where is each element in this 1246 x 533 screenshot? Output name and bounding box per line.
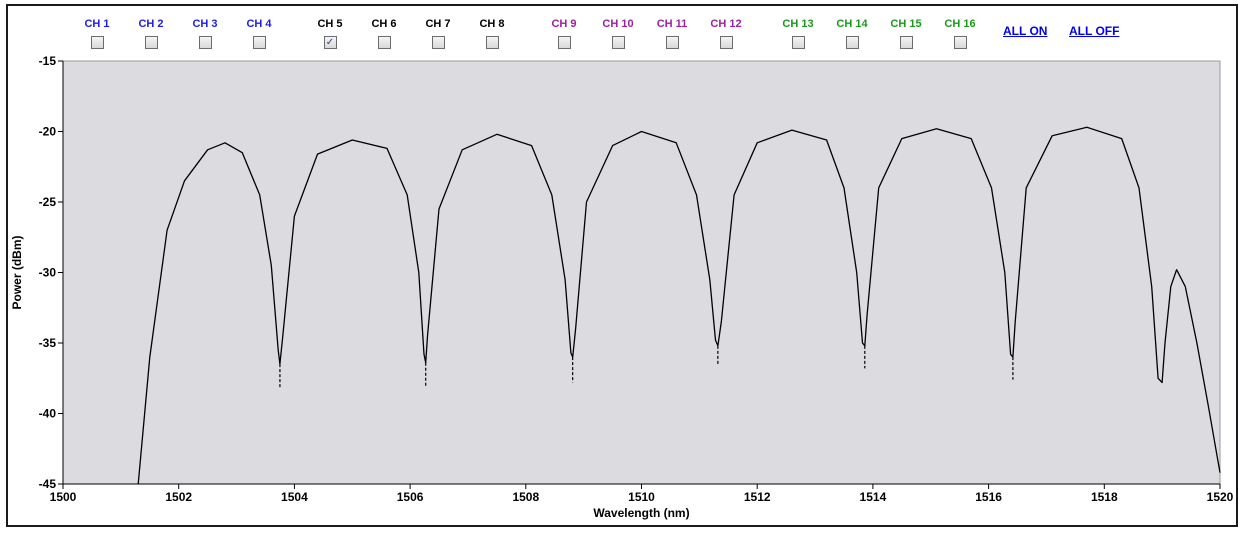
channel-16-toggle[interactable]: CH 16 — [938, 18, 982, 49]
y-tick-label: -30 — [39, 266, 57, 280]
channel-10-checkbox[interactable] — [611, 36, 625, 49]
channel-4-label: CH 4 — [246, 18, 272, 30]
channel-1-checkbox[interactable] — [90, 36, 104, 49]
channel-15-label: CH 15 — [890, 18, 922, 30]
y-tick-label: -15 — [39, 54, 57, 68]
channel-11-toggle[interactable]: CH 11 — [650, 18, 694, 49]
channel-2-checkbox[interactable] — [144, 36, 158, 49]
channel-5-checkbox[interactable]: ✓ — [323, 36, 337, 49]
channel-9-label: CH 9 — [551, 18, 577, 30]
y-tick-label: -35 — [39, 336, 57, 350]
spectrum-chart: 1500 1502 1504 1506 1508 1510 1512 1514 1516 1518… — [10, 54, 1234, 520]
x-tick-label: 1504 — [281, 490, 308, 504]
x-tick-label: 1520 — [1207, 490, 1234, 504]
channel-3-label: CH 3 — [192, 18, 218, 30]
channel-12-label: CH 12 — [710, 18, 742, 30]
channel-2-label: CH 2 — [138, 18, 164, 30]
all-off-link[interactable]: ALL OFF — [1069, 24, 1120, 38]
channel-4-checkbox[interactable] — [252, 36, 266, 49]
channel-1-toggle[interactable]: CH 1 — [75, 18, 119, 49]
channel-8-label: CH 8 — [479, 18, 505, 30]
channel-2-toggle[interactable]: CH 2 — [129, 18, 173, 49]
channel-7-toggle[interactable]: CH 7 — [416, 18, 460, 49]
channel-9-toggle[interactable]: CH 9 — [542, 18, 586, 49]
channel-15-toggle[interactable]: CH 15 — [884, 18, 928, 49]
y-tick-label: -45 — [39, 477, 57, 491]
x-tick-label: 1506 — [397, 490, 424, 504]
channel-10-label: CH 10 — [602, 18, 634, 30]
channel-8-checkbox[interactable] — [485, 36, 499, 49]
y-axis-title: Power (dBm) — [10, 235, 24, 309]
channel-selector-bar: CH 1 CH 2 CH 3 CH 4 CH 5 ✓ CH 6 CH 7 CH 8 CH 9 CH … — [8, 6, 1236, 56]
spectrum-panel: CH 1 CH 2 CH 3 CH 4 CH 5 ✓ CH 6 CH 7 CH 8 CH 9 CH … — [6, 4, 1238, 527]
channel-8-toggle[interactable]: CH 8 — [470, 18, 514, 49]
channel-16-checkbox[interactable] — [953, 36, 967, 49]
channel-15-checkbox[interactable] — [899, 36, 913, 49]
y-tick-label: -25 — [39, 195, 57, 209]
plot-area — [62, 60, 1221, 485]
spectrum-trace — [137, 126, 1221, 485]
channel-13-label: CH 13 — [782, 18, 814, 30]
x-tick-label: 1514 — [860, 490, 887, 504]
x-tick-label: 1510 — [628, 490, 655, 504]
channel-6-checkbox[interactable] — [377, 36, 391, 49]
x-tick-label: 1516 — [975, 490, 1002, 504]
channel-1-label: CH 1 — [84, 18, 110, 30]
channel-14-checkbox[interactable] — [845, 36, 859, 49]
x-tick-label: 1518 — [1091, 490, 1118, 504]
channel-7-checkbox[interactable] — [431, 36, 445, 49]
channel-6-toggle[interactable]: CH 6 — [362, 18, 406, 49]
channel-13-toggle[interactable]: CH 13 — [776, 18, 820, 49]
channel-7-label: CH 7 — [425, 18, 451, 30]
y-tick-label: -40 — [39, 407, 57, 421]
x-axis-title: Wavelength (nm) — [593, 506, 689, 520]
channel-4-toggle[interactable]: CH 4 — [237, 18, 281, 49]
channel-13-checkbox[interactable] — [791, 36, 805, 49]
channel-5-toggle[interactable]: CH 5 ✓ — [308, 18, 352, 49]
channel-6-label: CH 6 — [371, 18, 397, 30]
channel-14-toggle[interactable]: CH 14 — [830, 18, 874, 49]
channel-12-toggle[interactable]: CH 12 — [704, 18, 748, 49]
channel-10-toggle[interactable]: CH 10 — [596, 18, 640, 49]
channel-5-label: CH 5 — [317, 18, 343, 30]
x-tick-label: 1500 — [50, 490, 77, 504]
channel-12-checkbox[interactable] — [719, 36, 733, 49]
channel-11-label: CH 11 — [656, 18, 688, 30]
channel-11-checkbox[interactable] — [665, 36, 679, 49]
channel-9-checkbox[interactable] — [557, 36, 571, 49]
channel-14-label: CH 14 — [836, 18, 868, 30]
x-tick-label: 1508 — [512, 490, 539, 504]
all-on-link[interactable]: ALL ON — [1003, 24, 1048, 38]
x-tick-label: 1512 — [744, 490, 771, 504]
channel-3-checkbox[interactable] — [198, 36, 212, 49]
channel-16-label: CH 16 — [944, 18, 976, 30]
channel-3-toggle[interactable]: CH 3 — [183, 18, 227, 49]
y-tick-label: -20 — [39, 125, 57, 139]
x-tick-label: 1502 — [165, 490, 192, 504]
